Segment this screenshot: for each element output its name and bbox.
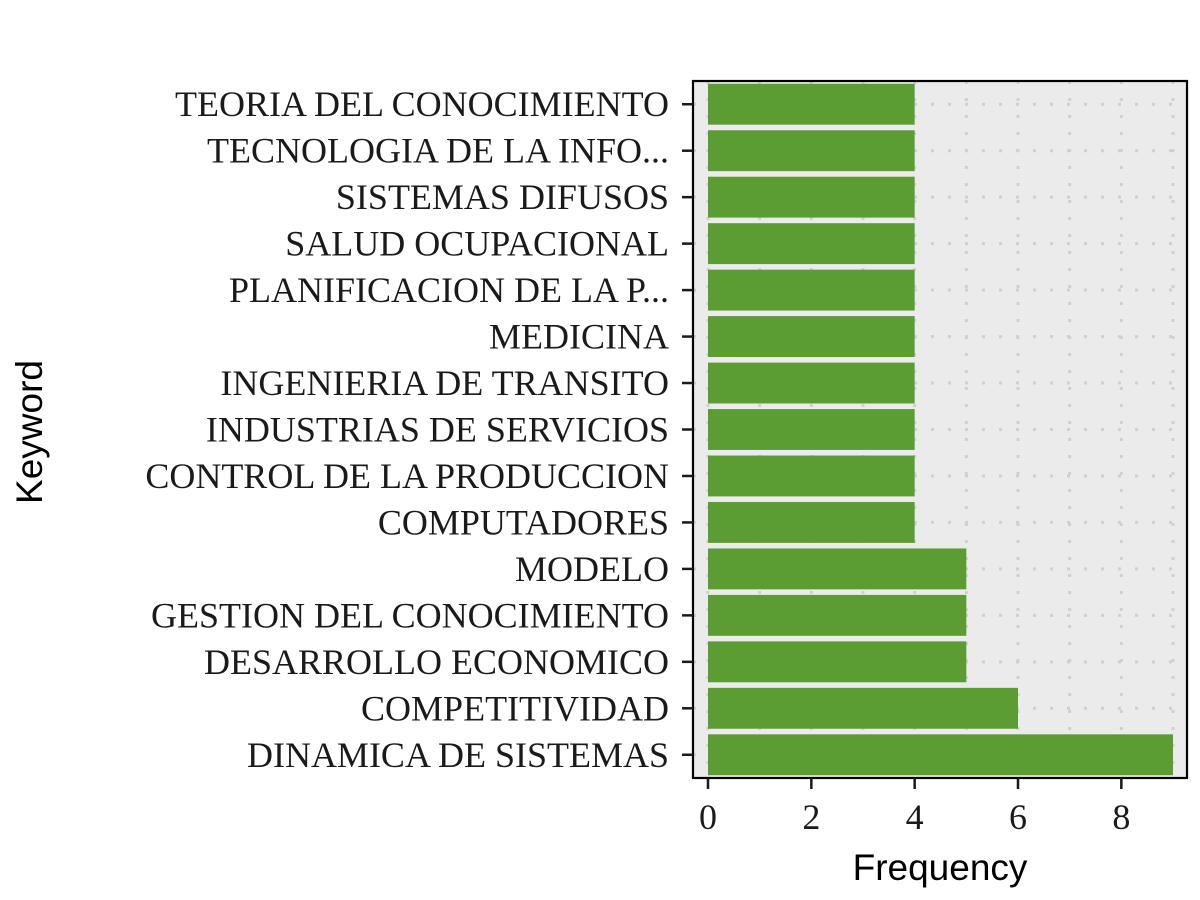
bar: [708, 548, 967, 590]
bar: [708, 455, 915, 497]
y-tick-label: PLANIFICACION DE LA P...: [229, 270, 669, 310]
bar: [708, 641, 967, 683]
bar: [708, 501, 915, 543]
bar: [708, 130, 915, 172]
y-tick-label: GESTION DEL CONOCIMIENTO: [151, 595, 669, 635]
x-tick-label: 6: [1009, 797, 1027, 837]
x-tick-label: 0: [699, 797, 717, 837]
y-tick-label: SISTEMAS DIFUSOS: [336, 177, 669, 217]
bars: [708, 83, 1173, 776]
y-axis-title: Keyword: [9, 360, 50, 504]
bar: [708, 83, 915, 125]
bar: [708, 594, 967, 636]
y-tick-label: INDUSTRIAS DE SERVICIOS: [206, 410, 669, 450]
y-tick-label: COMPUTADORES: [378, 502, 669, 542]
bar: [708, 362, 915, 404]
y-tick-label: TEORIA DEL CONOCIMIENTO: [175, 84, 669, 124]
x-tick-label: 4: [906, 797, 924, 837]
bar: [708, 316, 915, 358]
y-tick-label: INGENIERIA DE TRANSITO: [220, 363, 669, 403]
x-tick-label: 2: [802, 797, 820, 837]
bar: [708, 269, 915, 311]
y-tick-label: DINAMICA DE SISTEMAS: [247, 735, 669, 775]
y-tick-label: TECNOLOGIA DE LA INFO...: [207, 131, 669, 171]
y-tick-label: DESARROLLO ECONOMICO: [204, 642, 669, 682]
y-tick-label: CONTROL DE LA PRODUCCION: [145, 456, 669, 496]
bar: [708, 687, 1018, 729]
y-tick-label: MODELO: [515, 549, 669, 589]
bar: [708, 734, 1173, 776]
y-tick-label: COMPETITIVIDAD: [361, 688, 669, 728]
x-axis-title: Frequency: [853, 847, 1028, 888]
x-axis: 0 2 4 6 8: [699, 778, 1130, 837]
bar: [708, 176, 915, 218]
bar: [708, 409, 915, 450]
y-tick-label: MEDICINA: [489, 317, 669, 357]
bar: [708, 223, 915, 265]
y-axis: TEORIA DEL CONOCIMIENTO TECNOLOGIA DE LA …: [145, 84, 693, 775]
y-tick-label: SALUD OCUPACIONAL: [285, 224, 669, 264]
x-tick-label: 8: [1112, 797, 1130, 837]
